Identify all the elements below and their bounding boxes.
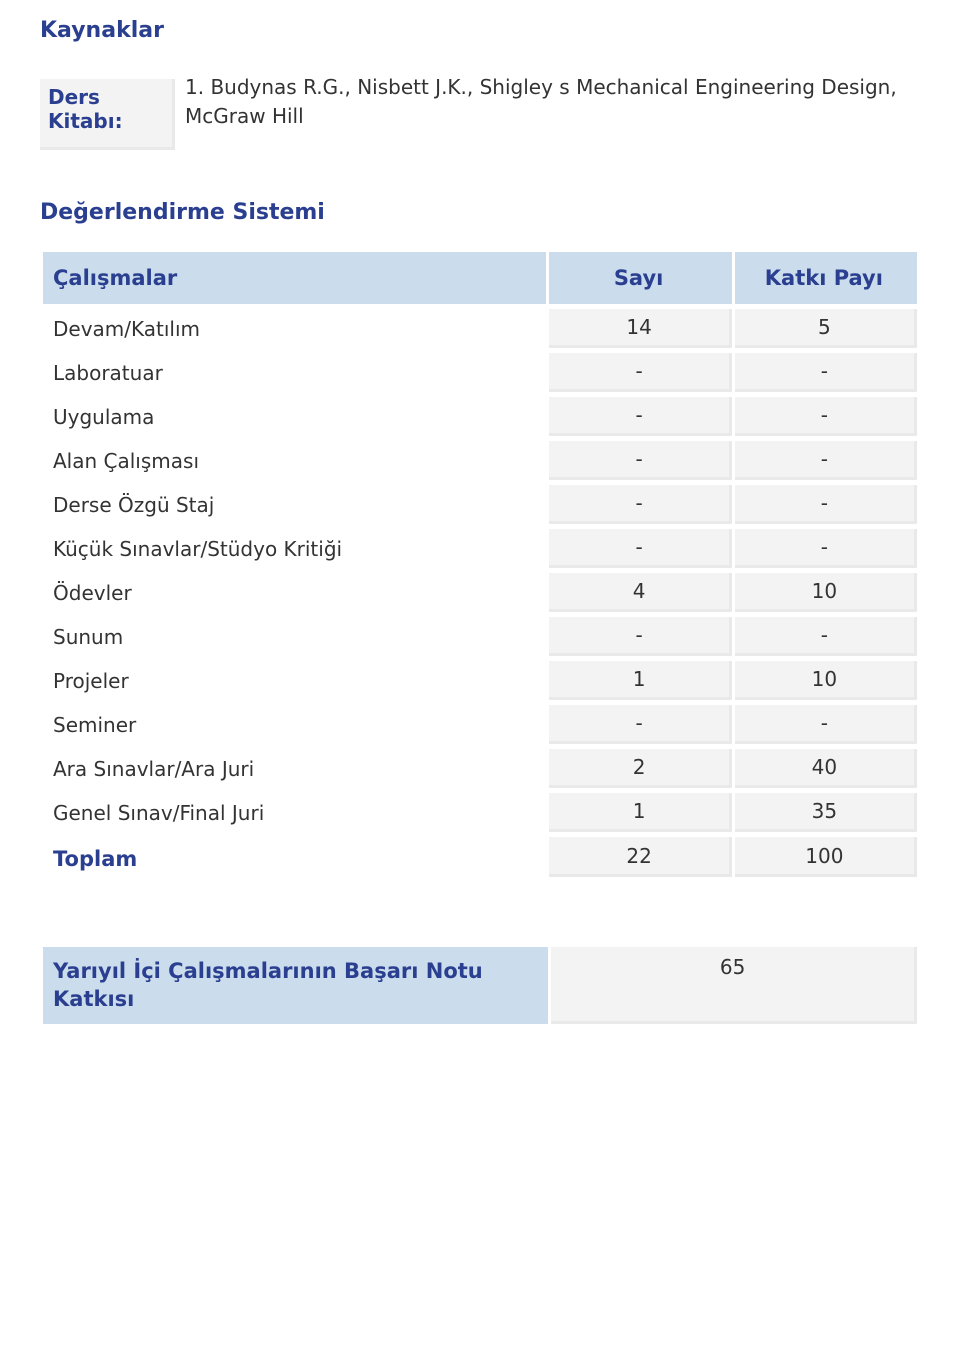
table-row: Ara Sınavlar/Ara Juri 2 40 xyxy=(43,749,917,788)
resources-row-label: Ders Kitabı: xyxy=(40,79,175,150)
total-weight: 100 xyxy=(735,837,917,877)
row-count: - xyxy=(549,485,731,524)
row-weight: 10 xyxy=(735,573,917,612)
row-weight: - xyxy=(735,397,917,436)
table-row: Devam/Katılım 14 5 xyxy=(43,309,917,348)
row-label: Devam/Katılım xyxy=(43,309,546,348)
row-count: 4 xyxy=(549,573,731,612)
row-count: 1 xyxy=(549,661,731,700)
row-label: Laboratuar xyxy=(43,353,546,392)
row-label: Uygulama xyxy=(43,397,546,436)
row-count: - xyxy=(549,705,731,744)
table-row: Seminer - - xyxy=(43,705,917,744)
row-label: Ara Sınavlar/Ara Juri xyxy=(43,749,546,788)
row-label: Sunum xyxy=(43,617,546,656)
table-row: Küçük Sınavlar/Stüdyo Kritiği - - xyxy=(43,529,917,568)
table-row: Sunum - - xyxy=(43,617,917,656)
row-count: - xyxy=(549,617,731,656)
footer-label: Yarıyıl İçi Çalışmalarının Başarı Notu K… xyxy=(43,947,548,1024)
row-count: 14 xyxy=(549,309,731,348)
evaluation-title: Değerlendirme Sistemi xyxy=(40,200,920,225)
footer-table: Yarıyıl İçi Çalışmalarının Başarı Notu K… xyxy=(40,942,920,1029)
row-label: Alan Çalışması xyxy=(43,441,546,480)
resources-row: Ders Kitabı: 1. Budynas R.G., Nisbett J.… xyxy=(40,73,920,150)
row-weight: 10 xyxy=(735,661,917,700)
row-weight: - xyxy=(735,485,917,524)
row-weight: - xyxy=(735,617,917,656)
row-label: Seminer xyxy=(43,705,546,744)
table-row: Projeler 1 10 xyxy=(43,661,917,700)
table-total-row: Toplam 22 100 xyxy=(43,837,917,877)
table-row: Derse Özgü Staj - - xyxy=(43,485,917,524)
row-weight: 5 xyxy=(735,309,917,348)
evaluation-header-row: Çalışmalar Sayı Katkı Payı xyxy=(43,252,917,304)
page-root: Kaynaklar Ders Kitabı: 1. Budynas R.G., … xyxy=(0,0,960,1029)
row-count: - xyxy=(549,529,731,568)
row-label: Ödevler xyxy=(43,573,546,612)
resources-row-text: 1. Budynas R.G., Nisbett J.K., Shigley s… xyxy=(175,73,920,131)
evaluation-col-weight: Katkı Payı xyxy=(735,252,917,304)
table-row: Genel Sınav/Final Juri 1 35 xyxy=(43,793,917,832)
row-count: 2 xyxy=(549,749,731,788)
table-row: Alan Çalışması - - xyxy=(43,441,917,480)
row-weight: - xyxy=(735,529,917,568)
row-label: Küçük Sınavlar/Stüdyo Kritiği xyxy=(43,529,546,568)
footer-row: Yarıyıl İçi Çalışmalarının Başarı Notu K… xyxy=(43,947,917,1024)
evaluation-table: Çalışmalar Sayı Katkı Payı Devam/Katılım… xyxy=(40,247,920,882)
evaluation-col-activities: Çalışmalar xyxy=(43,252,546,304)
evaluation-col-count: Sayı xyxy=(549,252,731,304)
resources-title: Kaynaklar xyxy=(40,18,920,43)
total-count: 22 xyxy=(549,837,731,877)
row-weight: 40 xyxy=(735,749,917,788)
row-count: 1 xyxy=(549,793,731,832)
row-label: Genel Sınav/Final Juri xyxy=(43,793,546,832)
row-count: - xyxy=(549,397,731,436)
row-count: - xyxy=(549,441,731,480)
row-weight: - xyxy=(735,441,917,480)
row-weight: - xyxy=(735,705,917,744)
total-label: Toplam xyxy=(43,837,546,877)
row-label: Projeler xyxy=(43,661,546,700)
table-row: Uygulama - - xyxy=(43,397,917,436)
row-weight: 35 xyxy=(735,793,917,832)
row-weight: - xyxy=(735,353,917,392)
table-row: Laboratuar - - xyxy=(43,353,917,392)
row-count: - xyxy=(549,353,731,392)
row-label: Derse Özgü Staj xyxy=(43,485,546,524)
footer-value: 65 xyxy=(551,947,917,1024)
table-row: Ödevler 4 10 xyxy=(43,573,917,612)
